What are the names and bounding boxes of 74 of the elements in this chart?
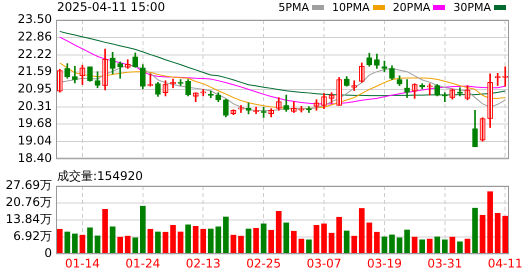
bar	[200, 228, 206, 254]
bar	[344, 230, 350, 254]
bar	[374, 232, 380, 254]
bar	[102, 209, 108, 254]
bar	[442, 240, 448, 254]
chart-title: 2025-04-11 15:00	[57, 0, 166, 14]
bar	[358, 208, 365, 254]
bar	[246, 228, 252, 254]
bar	[366, 222, 372, 254]
bar	[494, 212, 501, 254]
bar	[276, 211, 282, 254]
bar	[124, 236, 131, 254]
y-tick-label: 20.95	[18, 82, 52, 96]
bar	[215, 226, 222, 254]
bar	[260, 224, 266, 254]
bar	[450, 236, 456, 254]
y-tick-label: 13.84万	[6, 212, 52, 226]
x-tick-label: 03-07	[306, 256, 342, 270]
chart-title: 成交量:154920	[57, 168, 143, 185]
bar	[253, 228, 259, 254]
bar	[192, 226, 199, 254]
bar	[56, 228, 63, 254]
legend-label: 20PMA	[392, 1, 430, 14]
bar	[306, 240, 312, 254]
y-tick-label: 23.50	[18, 12, 52, 26]
y-tick-label: 19.68	[18, 116, 52, 130]
bar	[457, 241, 463, 254]
bar	[472, 208, 478, 254]
x-tick-label: 04-11	[488, 256, 523, 270]
bar	[426, 238, 433, 254]
bar	[434, 236, 440, 254]
legend-label: 10PMA	[332, 1, 370, 14]
bar	[464, 238, 470, 254]
bar	[64, 232, 70, 254]
bar	[480, 214, 486, 254]
bar	[132, 238, 138, 254]
x-tick-label: 03-31	[427, 256, 462, 270]
x-tick-label: 01-24	[125, 256, 160, 270]
x-tick-label: 02-13	[186, 256, 221, 270]
y-tick-label: 18.40	[18, 150, 52, 165]
bar	[80, 234, 86, 254]
bar	[419, 240, 426, 254]
bar	[502, 216, 508, 254]
bar	[487, 191, 493, 254]
bar	[208, 228, 214, 254]
legend-label: 30PMA	[453, 1, 491, 14]
bar	[298, 238, 304, 254]
y-tick-label: 6.92万	[13, 229, 52, 244]
x-tick-label: 03-19	[366, 256, 402, 270]
bar	[412, 236, 418, 254]
y-tick-label: 22.22	[18, 46, 52, 61]
y-tick-label: 20.76万	[6, 195, 52, 210]
legend-label: 5PMA	[278, 1, 310, 14]
y-tick-label: 22.86	[18, 30, 52, 44]
bar	[155, 232, 161, 254]
bar	[110, 226, 116, 254]
y-tick-label: 27.69万	[6, 178, 52, 192]
y-tick-label: 19.04	[18, 134, 52, 148]
bar	[283, 222, 290, 254]
y-tick-label: 20.31	[18, 98, 52, 113]
bar	[72, 234, 78, 254]
y-tick-label: 0	[44, 246, 52, 260]
bar	[140, 206, 146, 254]
bar	[290, 230, 297, 254]
bar	[351, 236, 358, 254]
bar	[185, 224, 191, 254]
x-tick-label: 01-14	[64, 256, 100, 270]
bar	[148, 228, 154, 254]
y-tick-label: 21.59	[18, 64, 52, 78]
bar	[117, 236, 124, 254]
bar	[223, 216, 229, 254]
x-tick-label: 02-25	[246, 256, 282, 270]
bar	[268, 230, 274, 254]
bar	[336, 216, 342, 254]
